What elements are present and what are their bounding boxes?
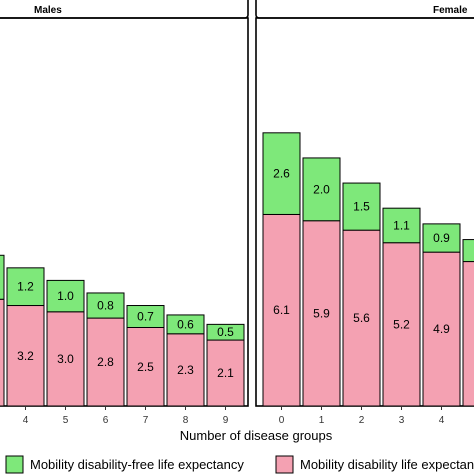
males-bar-disability-4 xyxy=(6,305,45,407)
males-tick-label-9: 9 xyxy=(223,415,229,426)
legend: Mobility disability-free life expectancy… xyxy=(5,455,474,474)
legend-label-disability: Mobility disability life expectancy xyxy=(300,457,474,472)
males-bar-free-8 xyxy=(166,314,205,335)
males-label-disability-6: 2.8 xyxy=(97,355,114,369)
males-label-disability-7: 2.5 xyxy=(137,360,154,374)
females-label-disability-2: 5.6 xyxy=(353,311,370,325)
males-ticks: 4 5 6 7 8 9 xyxy=(23,406,229,426)
females-label-disability-1: 5.9 xyxy=(313,306,330,320)
females-label-free-2: 1.5 xyxy=(353,200,370,214)
females-tick-label-1: 1 xyxy=(319,415,325,426)
females-label-free-1: 2.0 xyxy=(313,182,330,196)
males-label-disability-8: 2.3 xyxy=(177,363,194,377)
females-tick-label-0: 0 xyxy=(279,415,285,426)
males-tick-label-6: 6 xyxy=(103,415,109,426)
males-label-disability-4: 3.2 xyxy=(17,349,34,363)
females-label-disability-3: 5.2 xyxy=(393,317,410,331)
females-bar-disability-4 xyxy=(422,251,461,407)
females-label-disability-4: 4.9 xyxy=(433,322,450,336)
females-bar-free-5 xyxy=(462,239,474,263)
legend-label-free: Mobility disability-free life expectancy xyxy=(30,457,244,472)
males-label-free-8: 0.6 xyxy=(177,317,194,331)
females-bar-free-2 xyxy=(342,182,381,231)
females-bar-free-3 xyxy=(382,207,421,244)
males-bar-free-5 xyxy=(46,279,85,313)
males-label-free-4: 1.2 xyxy=(17,280,34,294)
females-tick-label-3: 3 xyxy=(399,415,405,426)
males-bars: 3.2 1.2 3.0 1.0 2.8 0.8 2.5 0.7 2.3 0.6 2.1 0.5 xyxy=(0,254,245,407)
males-label-free-7: 0.7 xyxy=(137,310,154,324)
males-bar-disability-9 xyxy=(206,339,245,407)
females-bar-free-4 xyxy=(422,223,461,253)
females-label-free-0: 2.6 xyxy=(273,167,290,181)
males-tick-label-8: 8 xyxy=(183,415,189,426)
legend-swatch-disability xyxy=(275,455,294,474)
males-label-free-9: 0.5 xyxy=(217,325,234,339)
males-label-disability-5: 3.0 xyxy=(57,352,74,366)
females-panel: Female 6.1 2.6 5.9 2.0 5.6 1.5 5.2 1.1 4.9 0.9 0 1… xyxy=(255,0,474,426)
males-tick-label-5: 5 xyxy=(63,415,69,426)
males-tick-label-4: 4 xyxy=(23,415,29,426)
females-bar-free-0 xyxy=(262,132,301,215)
females-bar-disability-2 xyxy=(342,229,381,407)
males-bar-free-4 xyxy=(6,267,45,307)
females-bars: 6.1 2.6 5.9 2.0 5.6 1.5 5.2 1.1 4.9 0.9 xyxy=(262,132,474,407)
females-bar-disability-1 xyxy=(302,220,341,407)
females-tick-label-2: 2 xyxy=(359,415,365,426)
females-tick-label-4: 4 xyxy=(439,415,445,426)
x-axis-title: Number of disease groups xyxy=(180,428,333,443)
males-panel: Males 3.2 1.2 3.0 1.0 2.8 0.8 2.5 0.7 2.3 0.6 2.1 0… xyxy=(0,0,249,426)
females-bar-free-1 xyxy=(302,157,341,222)
males-bar-free-7 xyxy=(126,305,165,328)
males-bar-disability-3 xyxy=(0,298,5,407)
females-label-disability-0: 6.1 xyxy=(273,303,290,317)
females-strip-label: Female xyxy=(433,5,468,16)
females-bar-disability-3 xyxy=(382,242,421,407)
females-label-free-4: 0.9 xyxy=(433,231,450,245)
females-ticks: 0 1 2 3 4 xyxy=(279,406,445,426)
legend-swatch-free xyxy=(5,455,24,474)
males-bar-free-3 xyxy=(0,254,5,300)
males-bar-free-6 xyxy=(86,292,125,319)
females-bar-disability-5 xyxy=(462,261,474,407)
males-bar-disability-5 xyxy=(46,311,85,407)
males-label-free-5: 1.0 xyxy=(57,289,74,303)
females-label-free-3: 1.1 xyxy=(393,218,410,232)
males-label-free-6: 0.8 xyxy=(97,299,114,313)
males-strip-label: Males xyxy=(34,5,62,16)
males-label-disability-9: 2.1 xyxy=(217,366,234,380)
males-tick-label-7: 7 xyxy=(143,415,149,426)
males-bar-free-9 xyxy=(206,323,245,341)
